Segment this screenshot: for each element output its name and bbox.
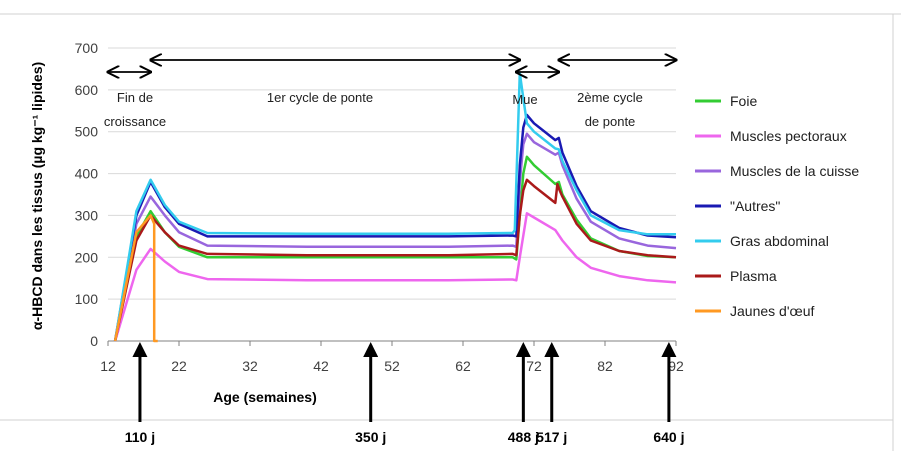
y-tick-label-400: 400 [75,166,99,182]
x-axis-label: Age (semaines) [213,389,316,405]
grid [108,47,676,300]
legend-label-1: Muscles pectoraux [730,128,847,144]
event-label-0: 110 j [125,429,155,445]
annotation-cycle2_2: de ponte [585,114,636,129]
y-tick-label-700: 700 [75,40,99,56]
legend-label-6: Jaunes d'œuf [730,303,814,319]
legend-label-2: Muscles de la cuisse [730,163,859,179]
event-label-1: 350 j [355,429,386,445]
legend: Foie Muscles pectoraux Muscles de la cuiss… [695,93,859,319]
legend-label-3: "Autres" [730,198,780,214]
annotation-cycle1: 1er cycle de ponte [267,90,373,105]
annotation-fin_croissance_2: croissance [104,114,166,129]
annotations: Fin de croissance 1er cycle de ponte Mue 2èm… [104,90,643,129]
y-tick-label-500: 500 [75,124,99,140]
series-line-3 [113,113,677,342]
annotation-fin_croissance_1: Fin de [117,90,153,105]
x-tick-label-92: 92 [668,358,684,374]
x-tick-label-12: 12 [100,358,116,374]
y-axis-label: α-HBCD dans les tissus (µg kg⁻¹ lipides) [29,62,45,330]
series-group [113,71,677,343]
y-tick-label-300: 300 [75,207,99,223]
legend-label-5: Plasma [730,268,777,284]
series-line-1 [113,212,677,342]
y-tick-label-0: 0 [90,333,98,349]
series-line-2 [113,132,677,342]
series-line-0 [113,155,677,342]
x-tick-label-72: 72 [526,358,542,374]
x-tick-label-42: 42 [313,358,329,374]
annotation-cycle2_1: 2ème cycle [577,90,643,105]
legend-label-4: Gras abdominal [730,233,829,249]
event-label-3: 517 j [536,429,567,445]
series-line-5 [113,178,677,342]
x-tick-label-32: 32 [242,358,258,374]
x-tick-label-52: 52 [384,358,400,374]
y-tick-label-600: 600 [75,82,99,98]
x-ticks: 12 22 32 42 52 62 72 82 92 [100,341,684,374]
event-label-4: 640 j [653,429,684,445]
x-tick-label-22: 22 [171,358,187,374]
annotation-mue: Mue [512,92,537,107]
series-line-4 [113,71,676,342]
series-line-6 [113,214,158,343]
y-tick-label-200: 200 [75,249,99,265]
legend-label-0: Foie [730,93,757,109]
period-arrows [108,60,676,72]
x-tick-label-62: 62 [455,358,471,374]
x-tick-label-82: 82 [597,358,613,374]
y-ticks: 0 100 200 300 400 500 600 700 [75,40,99,349]
y-tick-label-100: 100 [75,291,99,307]
event-label-2: 488 j [508,429,539,445]
